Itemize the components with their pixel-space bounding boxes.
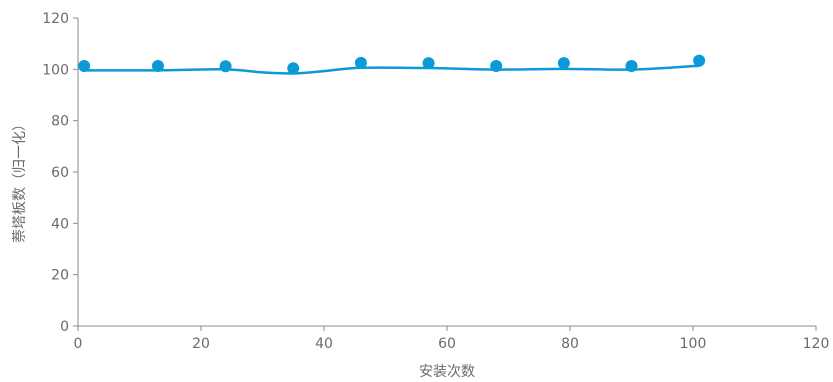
x-tick-label: 20 xyxy=(192,336,210,352)
y-tick-label: 80 xyxy=(51,114,69,130)
x-axis-title: 安装次数 xyxy=(419,364,475,380)
y-tick-label: 60 xyxy=(51,165,69,181)
x-tick-label: 80 xyxy=(561,336,579,352)
x-tick-label: 120 xyxy=(803,336,830,352)
trend-line xyxy=(84,66,699,74)
y-tick-label: 20 xyxy=(51,268,69,284)
plot-area xyxy=(78,55,705,75)
x-tick-label: 40 xyxy=(315,336,333,352)
y-tick-label: 40 xyxy=(51,216,69,232)
y-tick-label: 120 xyxy=(42,11,69,27)
x-tick-label: 0 xyxy=(74,336,83,352)
x-tick-label: 60 xyxy=(438,336,456,352)
x-tick-label: 100 xyxy=(680,336,707,352)
y-tick-label: 0 xyxy=(60,319,69,335)
y-tick-label: 100 xyxy=(42,62,69,78)
y-axis-title: 萘塔板数（归一化） xyxy=(11,117,28,243)
data-point xyxy=(558,57,570,69)
